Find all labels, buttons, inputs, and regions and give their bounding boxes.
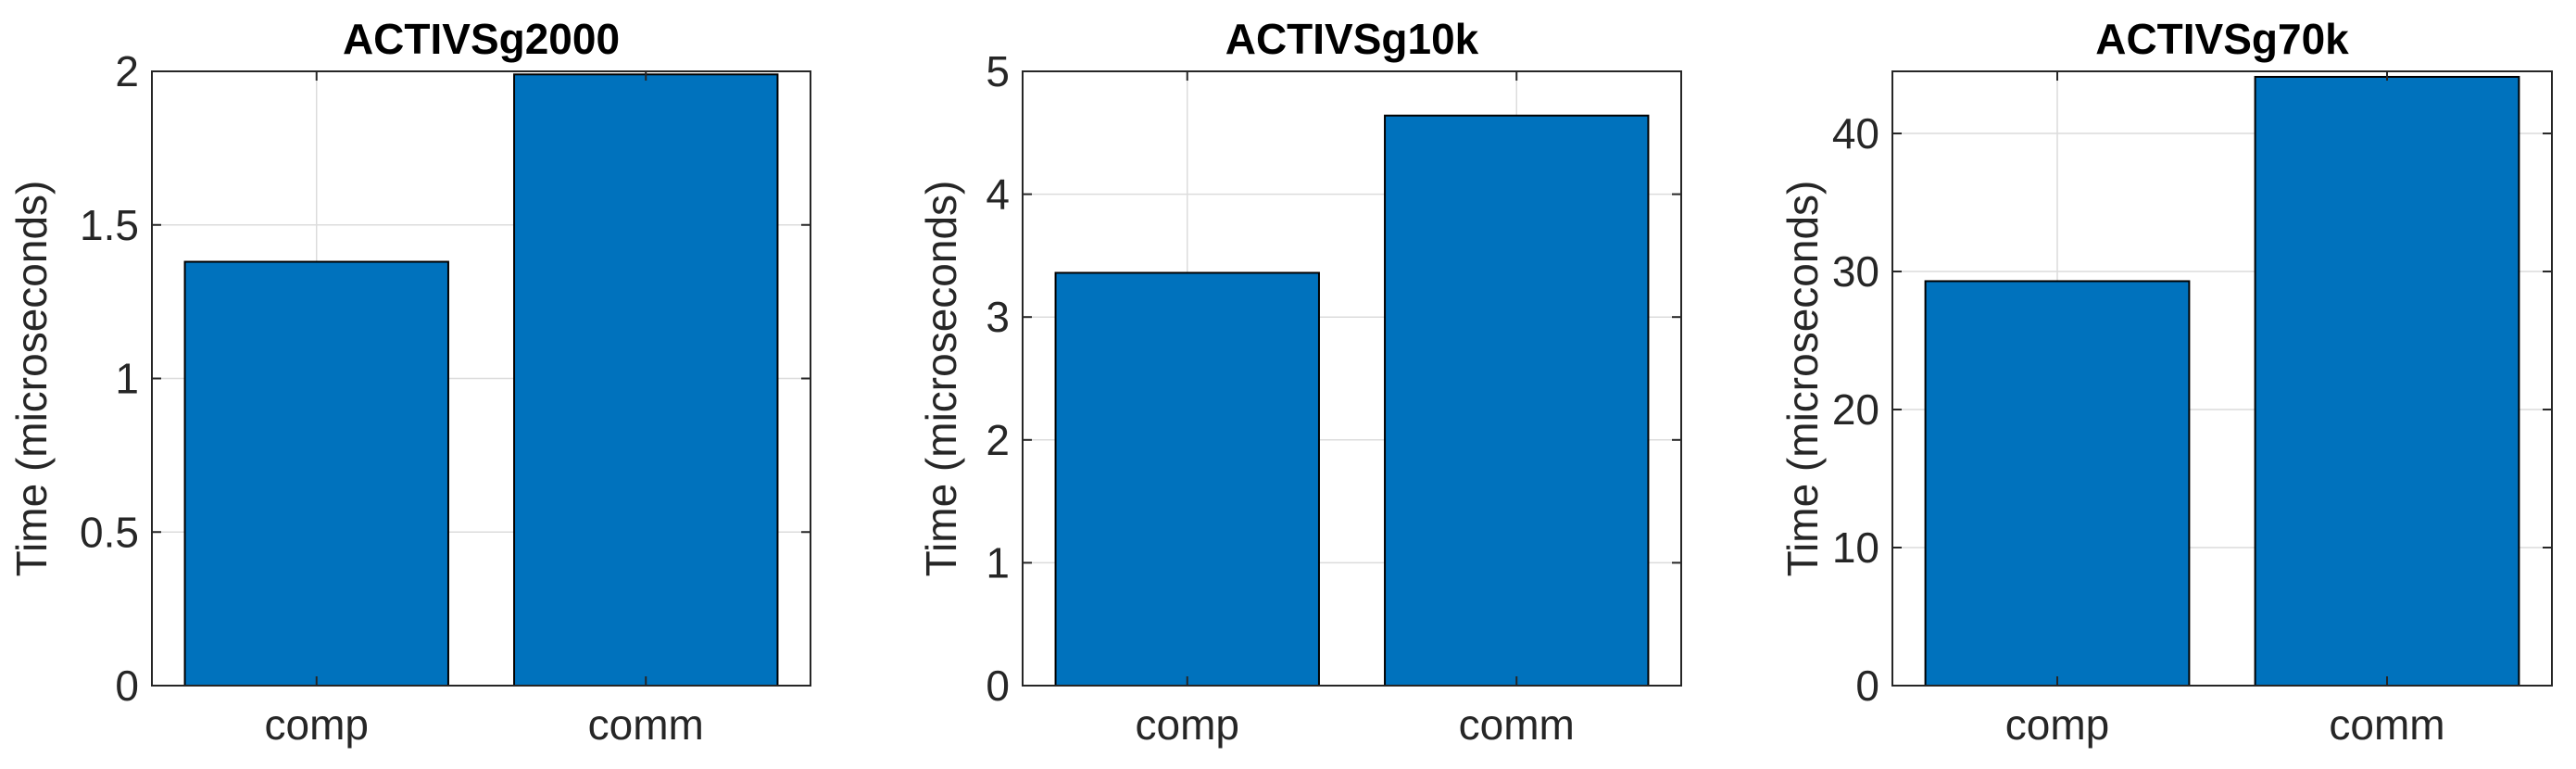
y-tick-label: 0	[1855, 662, 1879, 710]
bar-comp	[1924, 280, 2191, 687]
y-tick-label: 40	[1832, 109, 1879, 158]
bar-comm	[1384, 114, 1650, 687]
y-tick-label: 0	[986, 662, 1010, 710]
chart-title: ACTIVSg70k	[2095, 15, 2349, 63]
bar-comp	[1054, 271, 1320, 687]
y-tick-label: 0	[115, 662, 139, 710]
y-tick-label: 3	[986, 293, 1010, 341]
bar-comm	[2254, 75, 2520, 687]
y-tick-label: 1	[115, 355, 139, 403]
y-tick-label: 1	[986, 538, 1010, 586]
y-tick-label: 5	[986, 47, 1010, 95]
chart-panel-2: 0 1 2 3 4 5 comp comm ACTIVSg10k Time (microsecon…	[917, 15, 1682, 749]
x-tick-label: comm	[1459, 700, 1575, 749]
y-tick-label: 2	[115, 47, 139, 95]
y-tick-label: 20	[1832, 385, 1879, 434]
x-tick-label: comp	[265, 700, 369, 749]
y-tick-label: 4	[986, 170, 1010, 219]
y-tick-label: 10	[1832, 523, 1879, 572]
chart-panel-3: 0 10 20 30 40 comp comm ACTIVSg70k Time (microse…	[1778, 15, 2553, 749]
bar-comp	[183, 260, 449, 687]
bar-comm	[513, 73, 779, 687]
y-axis-label: Time (microseconds)	[917, 181, 965, 577]
x-tick-label: comm	[588, 700, 704, 749]
x-tick-label: comp	[1136, 700, 1239, 749]
x-tick-label: comp	[2005, 700, 2109, 749]
y-tick-label: 2	[986, 416, 1010, 464]
axes-box	[1891, 70, 2553, 687]
chart-title: ACTIVSg2000	[343, 15, 620, 63]
y-axis-label: Time (microseconds)	[7, 181, 56, 577]
chart-title: ACTIVSg10k	[1225, 15, 1479, 63]
x-tick-label: comm	[2329, 700, 2444, 749]
y-tick-label: 0.5	[80, 508, 139, 556]
chart-panel-1: 0 0.5 1 1.5 2 comp comm ACTIVSg2000 Time (micros…	[7, 15, 811, 749]
y-tick-label: 1.5	[80, 201, 139, 249]
y-tick-label: 30	[1832, 247, 1879, 296]
y-axis-label: Time (microseconds)	[1778, 181, 1827, 577]
axes-box	[1022, 70, 1682, 687]
